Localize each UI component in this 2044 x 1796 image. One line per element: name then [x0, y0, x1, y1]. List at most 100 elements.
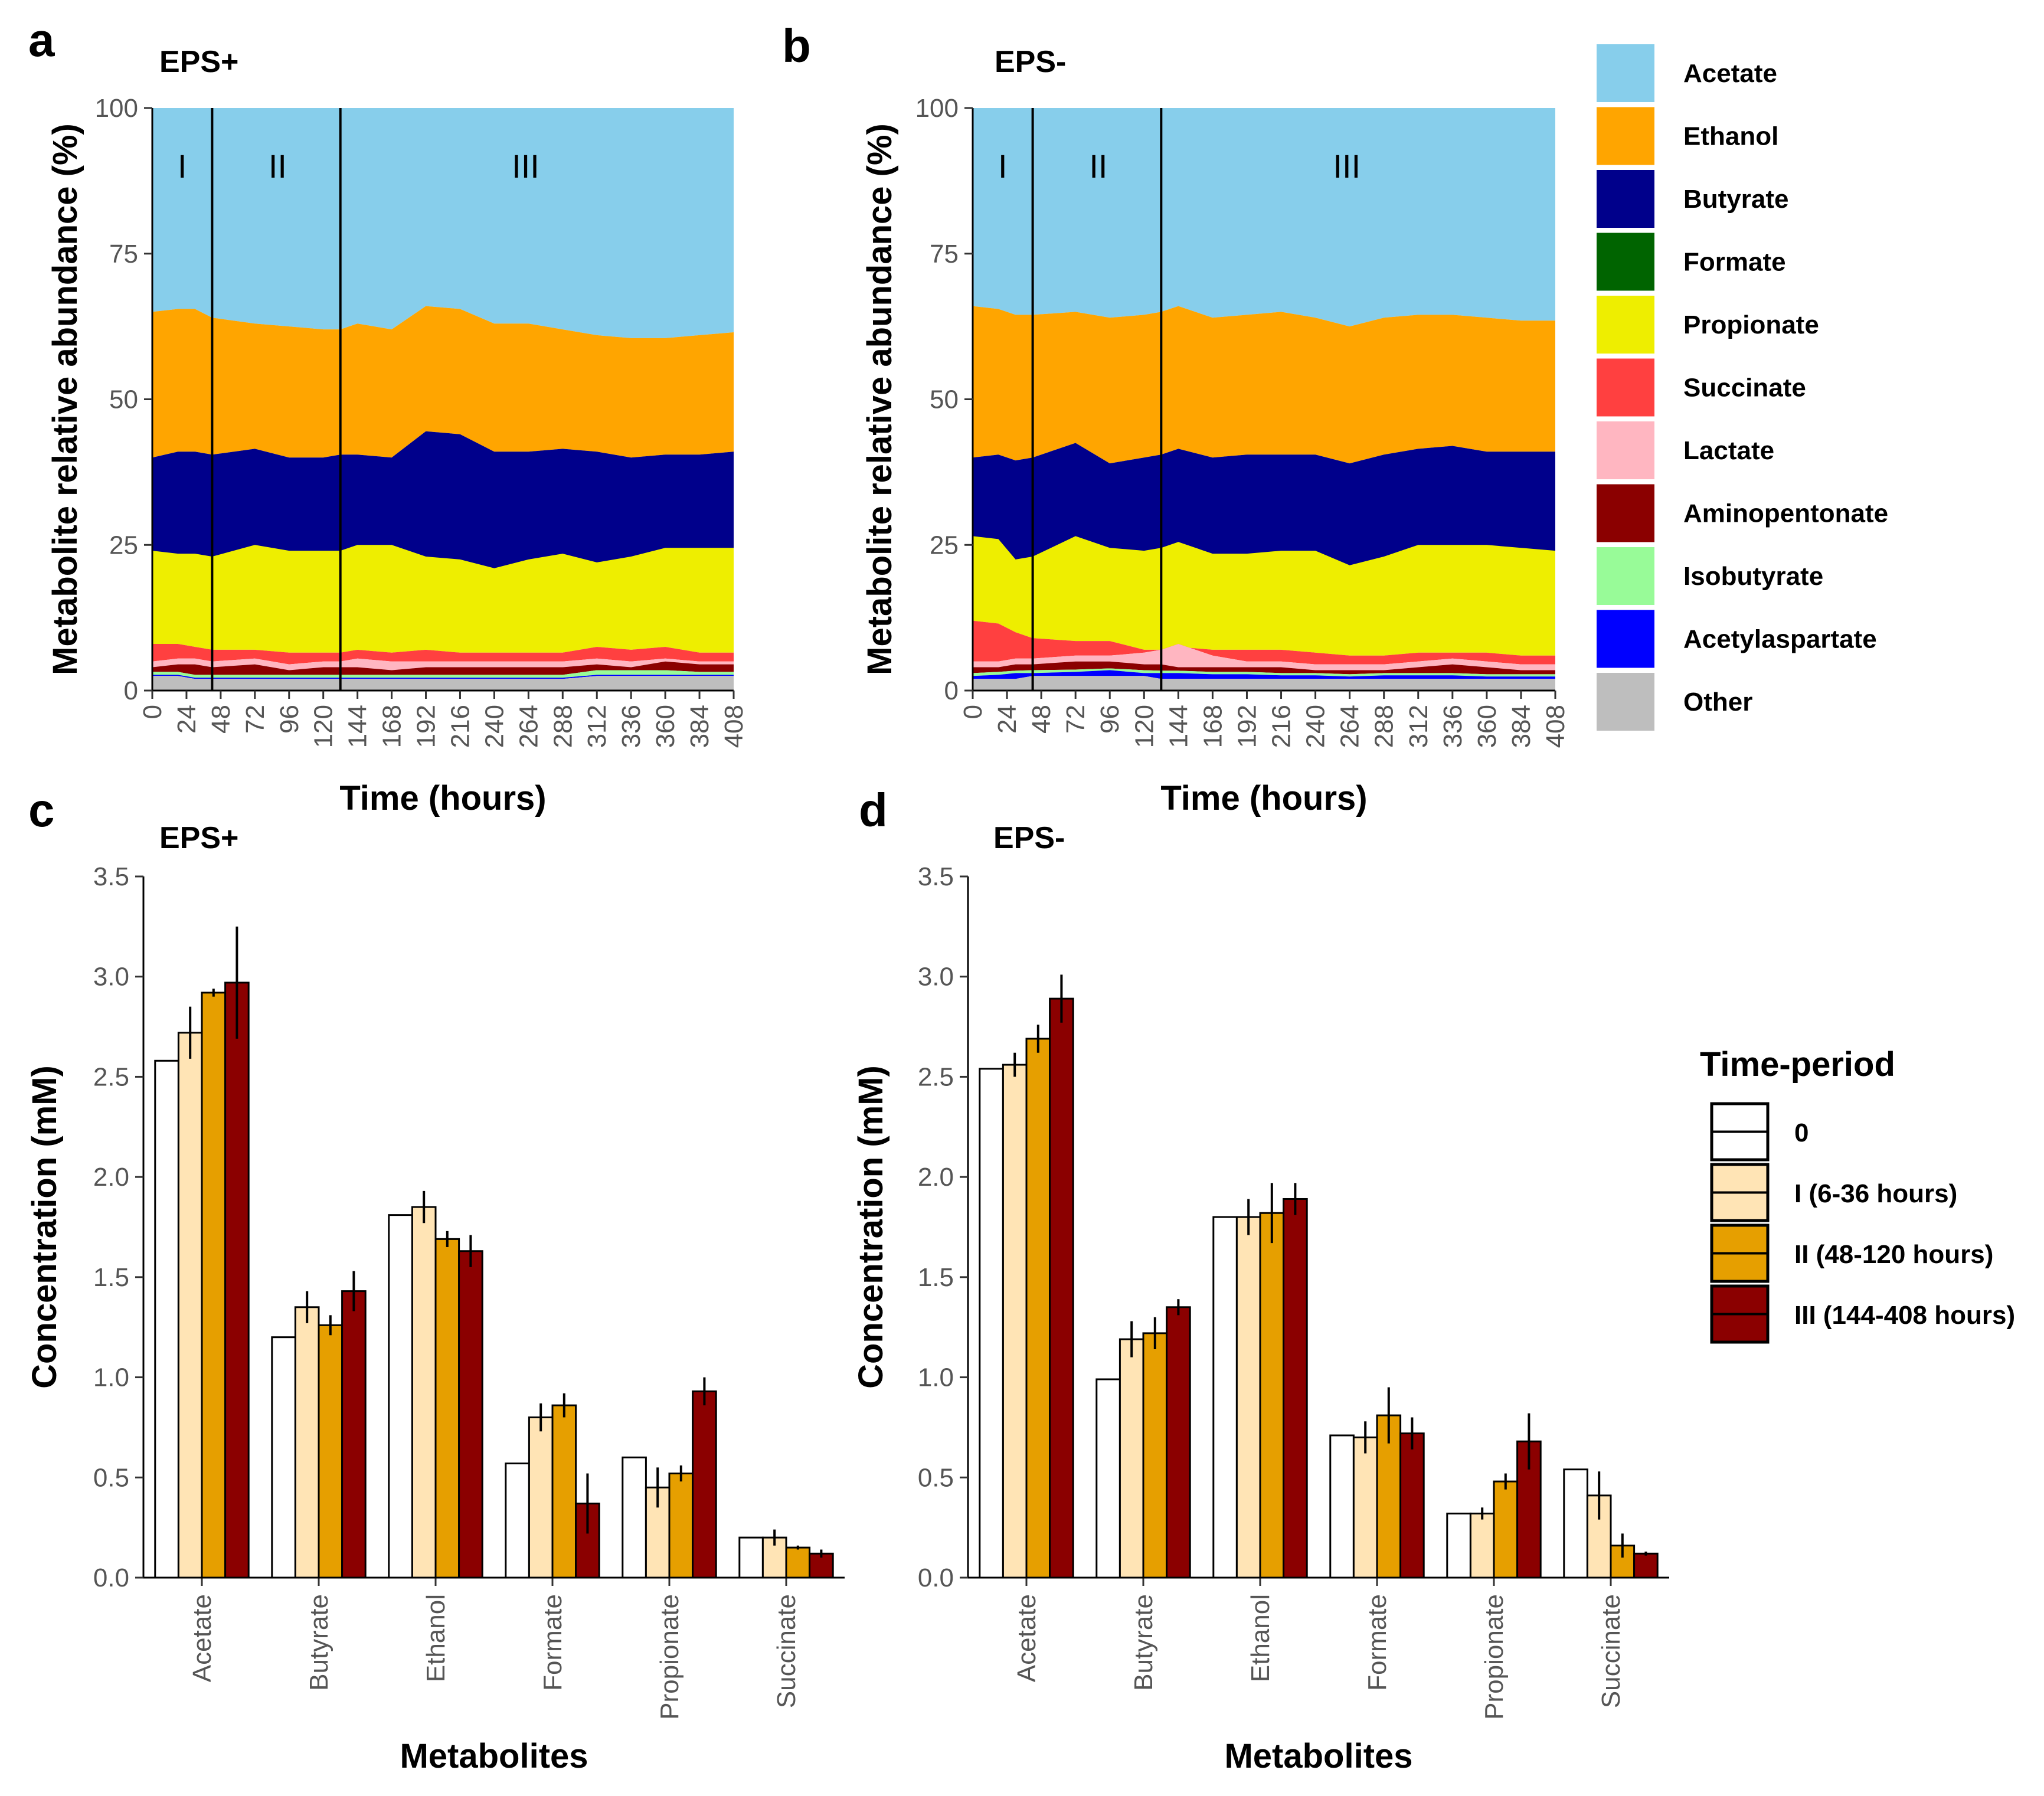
x-tick-label: 288	[548, 705, 577, 748]
x-tick-label: 0	[959, 705, 987, 719]
bar	[1352, 1436, 1378, 1579]
time-period-legend: Time-period 0 I (6-36 hours) II (48-120 ho…	[1700, 1045, 2015, 1344]
area-layer-other	[973, 676, 1555, 691]
y-tick-label: 25	[109, 531, 138, 560]
x-tick-label: Acetate	[188, 1594, 217, 1682]
panel-letter-d: d	[859, 784, 888, 836]
legend-label: Lactate	[1683, 436, 1774, 465]
x-tick-label: 24	[172, 705, 201, 734]
y-tick-label: 0.0	[93, 1563, 129, 1592]
x-tick-label: 312	[583, 705, 611, 748]
bar	[201, 992, 227, 1579]
x-tick-label: 192	[412, 705, 441, 748]
x-tick-label: Propionate	[1480, 1594, 1509, 1720]
panel-letter-b: b	[782, 19, 811, 72]
metabolite-legend: Acetate Ethanol Butyrate Formate Propionate S…	[1597, 44, 1888, 731]
bar	[1259, 1212, 1285, 1579]
area-layer-isobutyrate	[152, 670, 734, 678]
bar	[341, 1290, 367, 1579]
y-axis-title: Metabolite relative abundance (%)	[861, 123, 899, 675]
legend-swatch-acetate	[1597, 44, 1654, 102]
bar	[1049, 997, 1074, 1579]
x-tick-label: 120	[309, 705, 338, 748]
x-tick-label: 240	[480, 705, 509, 748]
bar	[1399, 1432, 1425, 1579]
legend-label: II (48-120 hours)	[1794, 1240, 1993, 1269]
bar-chart-eps-plus: Acetate Butyrate Ethanol Formate Propionate S…	[25, 862, 845, 1775]
x-tick-label: 264	[514, 705, 543, 748]
bar-chart-eps-minus: Acetate Butyrate Ethanol Formate Propionate S…	[852, 862, 1669, 1775]
legend-label: Propionate	[1683, 310, 1819, 339]
area-layer-acetate	[152, 108, 734, 338]
x-tick-label: 168	[1198, 705, 1227, 748]
legend-swatch-lactate	[1597, 421, 1654, 479]
y-tick-label: 0	[944, 676, 959, 705]
x-tick-label: 96	[275, 705, 304, 734]
x-tick-label: Ethanol	[421, 1594, 450, 1682]
y-tick-label: 75	[109, 240, 138, 269]
bar	[458, 1250, 483, 1579]
y-tick-label: 75	[930, 240, 959, 269]
y-tick-label: 1.0	[918, 1363, 954, 1392]
x-tick-label: 216	[1267, 705, 1296, 748]
bar	[692, 1390, 717, 1579]
panel-letter-c: c	[28, 784, 55, 836]
x-tick-label: Succinate	[772, 1594, 801, 1708]
legend-label: Acetate	[1683, 59, 1777, 88]
x-tick-label: 240	[1301, 705, 1330, 748]
legend-swatch-aminopentonate	[1597, 484, 1654, 542]
bar	[1119, 1338, 1144, 1579]
legend-label: III (144-408 hours)	[1794, 1301, 2015, 1330]
legend-swatch-acetylaspartate	[1597, 610, 1654, 668]
bar	[177, 1032, 203, 1579]
legend-label: Butyrate	[1683, 185, 1789, 214]
x-tick-label: 408	[720, 705, 748, 748]
area-layer-isobutyrate	[973, 668, 1555, 677]
legend-swatch-succinate	[1597, 358, 1654, 417]
y-tick-label: 1.0	[93, 1363, 129, 1392]
bar	[1446, 1512, 1471, 1579]
bar	[979, 1068, 1004, 1579]
legend-swatch-formate	[1597, 233, 1654, 291]
y-tick-label: 3.5	[93, 862, 129, 891]
legend-swatch-other	[1597, 673, 1654, 731]
x-tick-label: Ethanol	[1246, 1594, 1275, 1682]
y-axis-title: Metabolite relative abundance (%)	[46, 123, 84, 675]
area-layer-lactate	[152, 658, 734, 670]
x-axis-title: Metabolites	[1224, 1737, 1412, 1775]
x-tick-label: 144	[1164, 705, 1193, 748]
x-axis-title: Metabolites	[400, 1737, 588, 1775]
area-layer-ethanol	[152, 306, 734, 458]
bar	[622, 1456, 647, 1579]
x-tick-label: 96	[1095, 705, 1124, 734]
area-layer-ethanol	[973, 306, 1555, 464]
y-tick-label: 0	[124, 676, 138, 705]
bar	[785, 1546, 811, 1579]
bar	[1563, 1468, 1588, 1579]
legend-swatch-ethanol	[1597, 107, 1654, 165]
period-label: I	[178, 148, 187, 185]
y-tick-label: 100	[95, 94, 138, 123]
y-tick-label: 0.5	[93, 1463, 129, 1492]
x-tick-label: 288	[1370, 705, 1399, 748]
x-tick-label: 48	[1027, 705, 1056, 734]
y-tick-label: 50	[109, 385, 138, 414]
bar	[505, 1463, 530, 1579]
area-layer-aminopentonate	[973, 661, 1555, 675]
bar	[294, 1306, 320, 1579]
legend-label: Other	[1683, 688, 1752, 717]
legend-swatch-butyrate	[1597, 170, 1654, 228]
bar	[1493, 1480, 1519, 1579]
x-tick-label: 144	[344, 705, 372, 748]
legend-label: Aminopentonate	[1683, 499, 1888, 528]
area-layer-succinate	[152, 644, 734, 665]
x-tick-label: 384	[1507, 705, 1536, 748]
x-tick-label: 192	[1232, 705, 1261, 748]
x-tick-label: 48	[207, 705, 236, 734]
x-tick-label: 336	[617, 705, 646, 748]
bar	[1283, 1198, 1308, 1579]
area-layer-other	[152, 676, 734, 691]
x-tick-label: 168	[378, 705, 407, 748]
